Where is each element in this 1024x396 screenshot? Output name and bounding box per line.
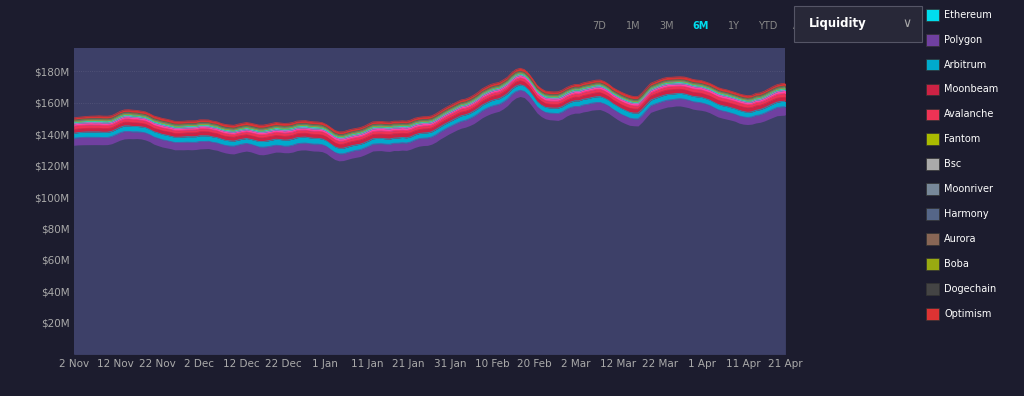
Text: Aurora: Aurora [944,234,977,244]
Text: 7D: 7D [592,21,606,31]
Text: Avalanche: Avalanche [944,109,994,120]
Text: 1M: 1M [626,21,640,31]
Text: 6M: 6M [692,21,709,31]
Text: 3M: 3M [659,21,674,31]
Text: Bsc: Bsc [944,159,962,169]
Text: Harmony: Harmony [944,209,989,219]
Text: Moonbeam: Moonbeam [944,84,998,95]
Text: Dogechain: Dogechain [944,284,996,294]
Text: Ethereum: Ethereum [944,10,992,20]
Text: YTD: YTD [759,21,777,31]
Text: ∨: ∨ [902,17,911,30]
Text: Arbitrum: Arbitrum [944,59,987,70]
Text: Liquidity: Liquidity [809,17,866,30]
Text: Fantom: Fantom [944,134,980,145]
Text: Moonriver: Moonriver [944,184,993,194]
Text: Boba: Boba [944,259,969,269]
Text: 1Y: 1Y [728,21,740,31]
Text: Optimism: Optimism [944,309,991,319]
Text: Polygon: Polygon [944,34,982,45]
Text: ALL: ALL [793,21,811,31]
